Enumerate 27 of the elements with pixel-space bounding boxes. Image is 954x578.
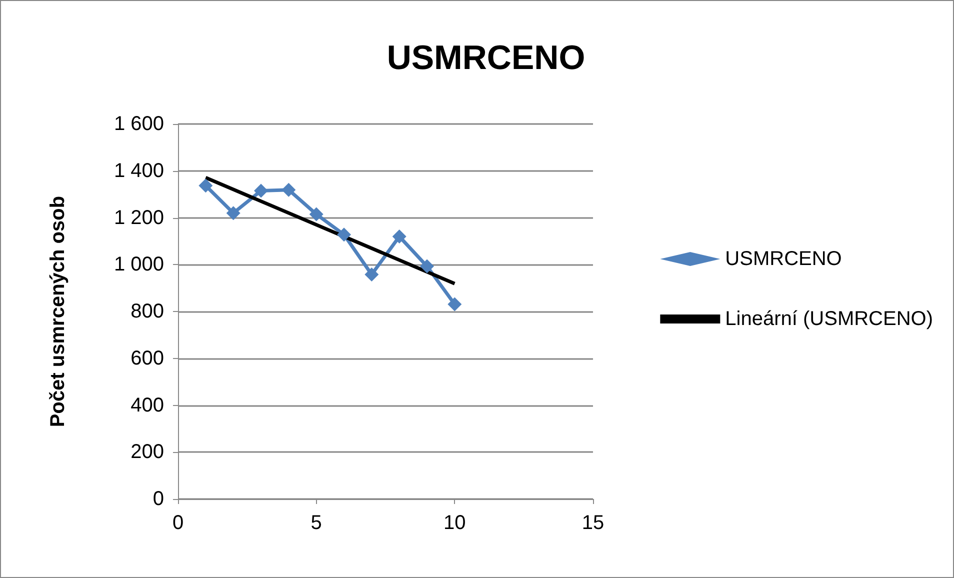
point — [282, 182, 296, 197]
point — [337, 228, 351, 242]
y-tick-label: 1 600 — [114, 113, 164, 135]
y-tick-label: 1 000 — [114, 254, 164, 276]
legend-label: Lineární (USMRCENO) — [725, 308, 934, 330]
y-tick-label: 1 200 — [114, 206, 164, 229]
y-tick-label: 1 400 — [114, 160, 164, 182]
y-tick-label: 200 — [130, 441, 164, 464]
point — [309, 207, 324, 222]
y-tick-label: 0 — [152, 488, 164, 510]
x-tick-label: 0 — [172, 512, 184, 534]
y-tick-label: 400 — [130, 394, 164, 416]
legend-label: USMRCENO — [725, 248, 842, 270]
y-tick-label: 600 — [130, 347, 164, 370]
point — [448, 297, 462, 312]
y-axis-title: Počet usmrcených osob — [47, 196, 69, 428]
chart-title: USMRCENO — [386, 39, 586, 77]
y-tick-label: 800 — [130, 300, 164, 322]
x-tick-label: 10 — [444, 512, 466, 534]
point — [254, 184, 268, 198]
point — [364, 267, 379, 282]
x-tick-label: 15 — [582, 512, 604, 534]
point — [392, 230, 406, 244]
point — [198, 178, 213, 193]
point — [226, 206, 240, 220]
x-tick-label: 5 — [310, 512, 322, 534]
point — [420, 259, 434, 274]
